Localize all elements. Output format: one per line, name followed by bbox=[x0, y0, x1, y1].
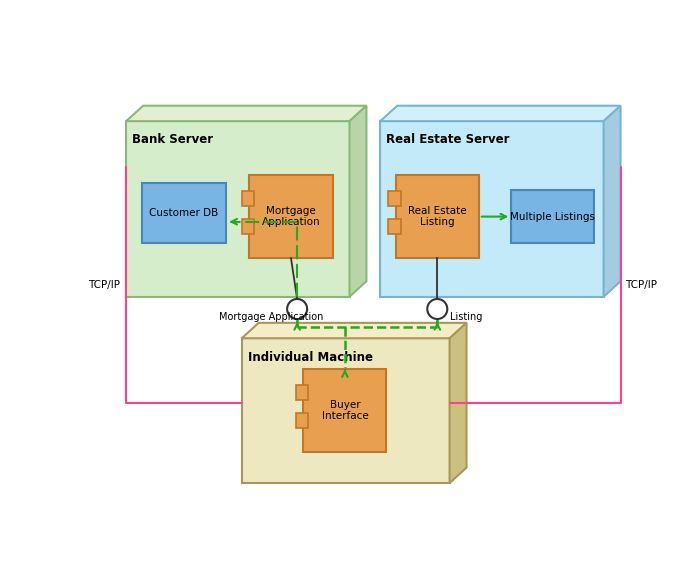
Bar bbox=[141, 183, 226, 243]
Text: Multiple Listings: Multiple Listings bbox=[510, 211, 595, 222]
Polygon shape bbox=[380, 106, 621, 121]
Bar bbox=[303, 369, 386, 452]
Text: Customer DB: Customer DB bbox=[149, 208, 218, 218]
Text: Listing: Listing bbox=[449, 312, 482, 321]
Polygon shape bbox=[603, 106, 621, 297]
Bar bbox=[242, 219, 254, 234]
Text: Real Estate
Listing: Real Estate Listing bbox=[408, 206, 467, 227]
Bar bbox=[389, 191, 400, 206]
Bar bbox=[296, 413, 308, 429]
Text: Real Estate Server: Real Estate Server bbox=[386, 134, 510, 147]
Text: Bank Server: Bank Server bbox=[132, 134, 214, 147]
Text: TCP/IP: TCP/IP bbox=[88, 280, 120, 291]
Bar bbox=[242, 191, 254, 206]
Text: Individual Machine: Individual Machine bbox=[248, 351, 373, 364]
Bar bbox=[380, 121, 603, 297]
Polygon shape bbox=[349, 106, 367, 297]
Bar bbox=[511, 190, 594, 243]
Bar bbox=[126, 121, 349, 297]
Text: Mortgage
Application: Mortgage Application bbox=[262, 206, 321, 227]
Bar bbox=[249, 175, 332, 258]
Text: TCP/IP: TCP/IP bbox=[625, 280, 657, 291]
Bar bbox=[389, 219, 400, 234]
Circle shape bbox=[427, 299, 447, 319]
Bar bbox=[395, 175, 479, 258]
Polygon shape bbox=[126, 106, 367, 121]
Polygon shape bbox=[449, 323, 466, 483]
Text: Mortgage Application: Mortgage Application bbox=[218, 312, 323, 321]
Polygon shape bbox=[241, 323, 466, 338]
Bar bbox=[296, 384, 308, 400]
Text: Buyer
Interface: Buyer Interface bbox=[321, 400, 368, 421]
Circle shape bbox=[287, 299, 307, 319]
Bar bbox=[241, 338, 449, 483]
